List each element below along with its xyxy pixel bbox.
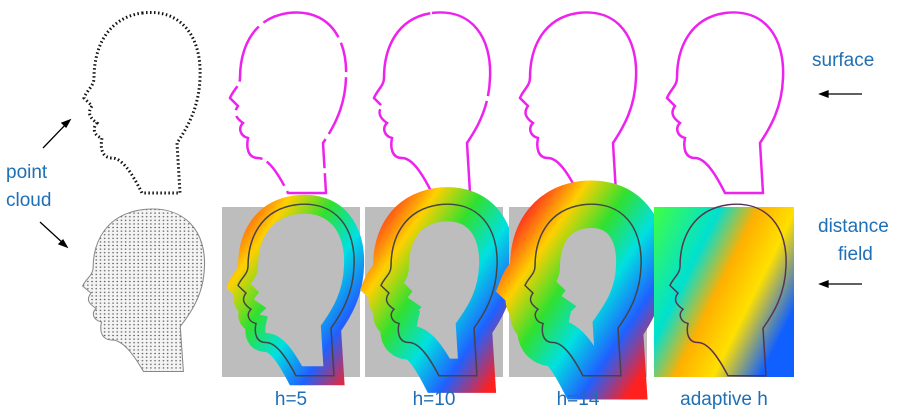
field-adaptive xyxy=(654,204,794,377)
point-cloud-label: cloud xyxy=(6,190,51,211)
figure: point cloud surface distance field h=5 h… xyxy=(0,0,911,415)
column-label: h=5 xyxy=(275,389,307,410)
arrow xyxy=(40,222,64,244)
column-label: adaptive h xyxy=(680,389,768,410)
arrowhead xyxy=(820,91,828,97)
distance-field-label: field xyxy=(838,244,873,265)
arrowhead xyxy=(62,120,70,127)
point-cloud-outline xyxy=(84,12,200,193)
field-h10 xyxy=(365,204,503,377)
column-label: h=10 xyxy=(413,389,456,410)
field-h5 xyxy=(222,204,360,377)
surface-h10 xyxy=(374,12,490,193)
surface-h14 xyxy=(520,12,636,193)
distance-field-label: distance xyxy=(818,216,889,237)
arrowhead xyxy=(820,281,828,287)
point-cloud-label: point xyxy=(6,162,48,183)
field-h14 xyxy=(509,204,647,377)
column-label: h=14 xyxy=(557,389,600,410)
surface-adaptive xyxy=(667,12,783,193)
point-cloud-head xyxy=(83,209,205,371)
surface-h5 xyxy=(230,12,346,193)
surface-label: surface xyxy=(812,50,874,71)
